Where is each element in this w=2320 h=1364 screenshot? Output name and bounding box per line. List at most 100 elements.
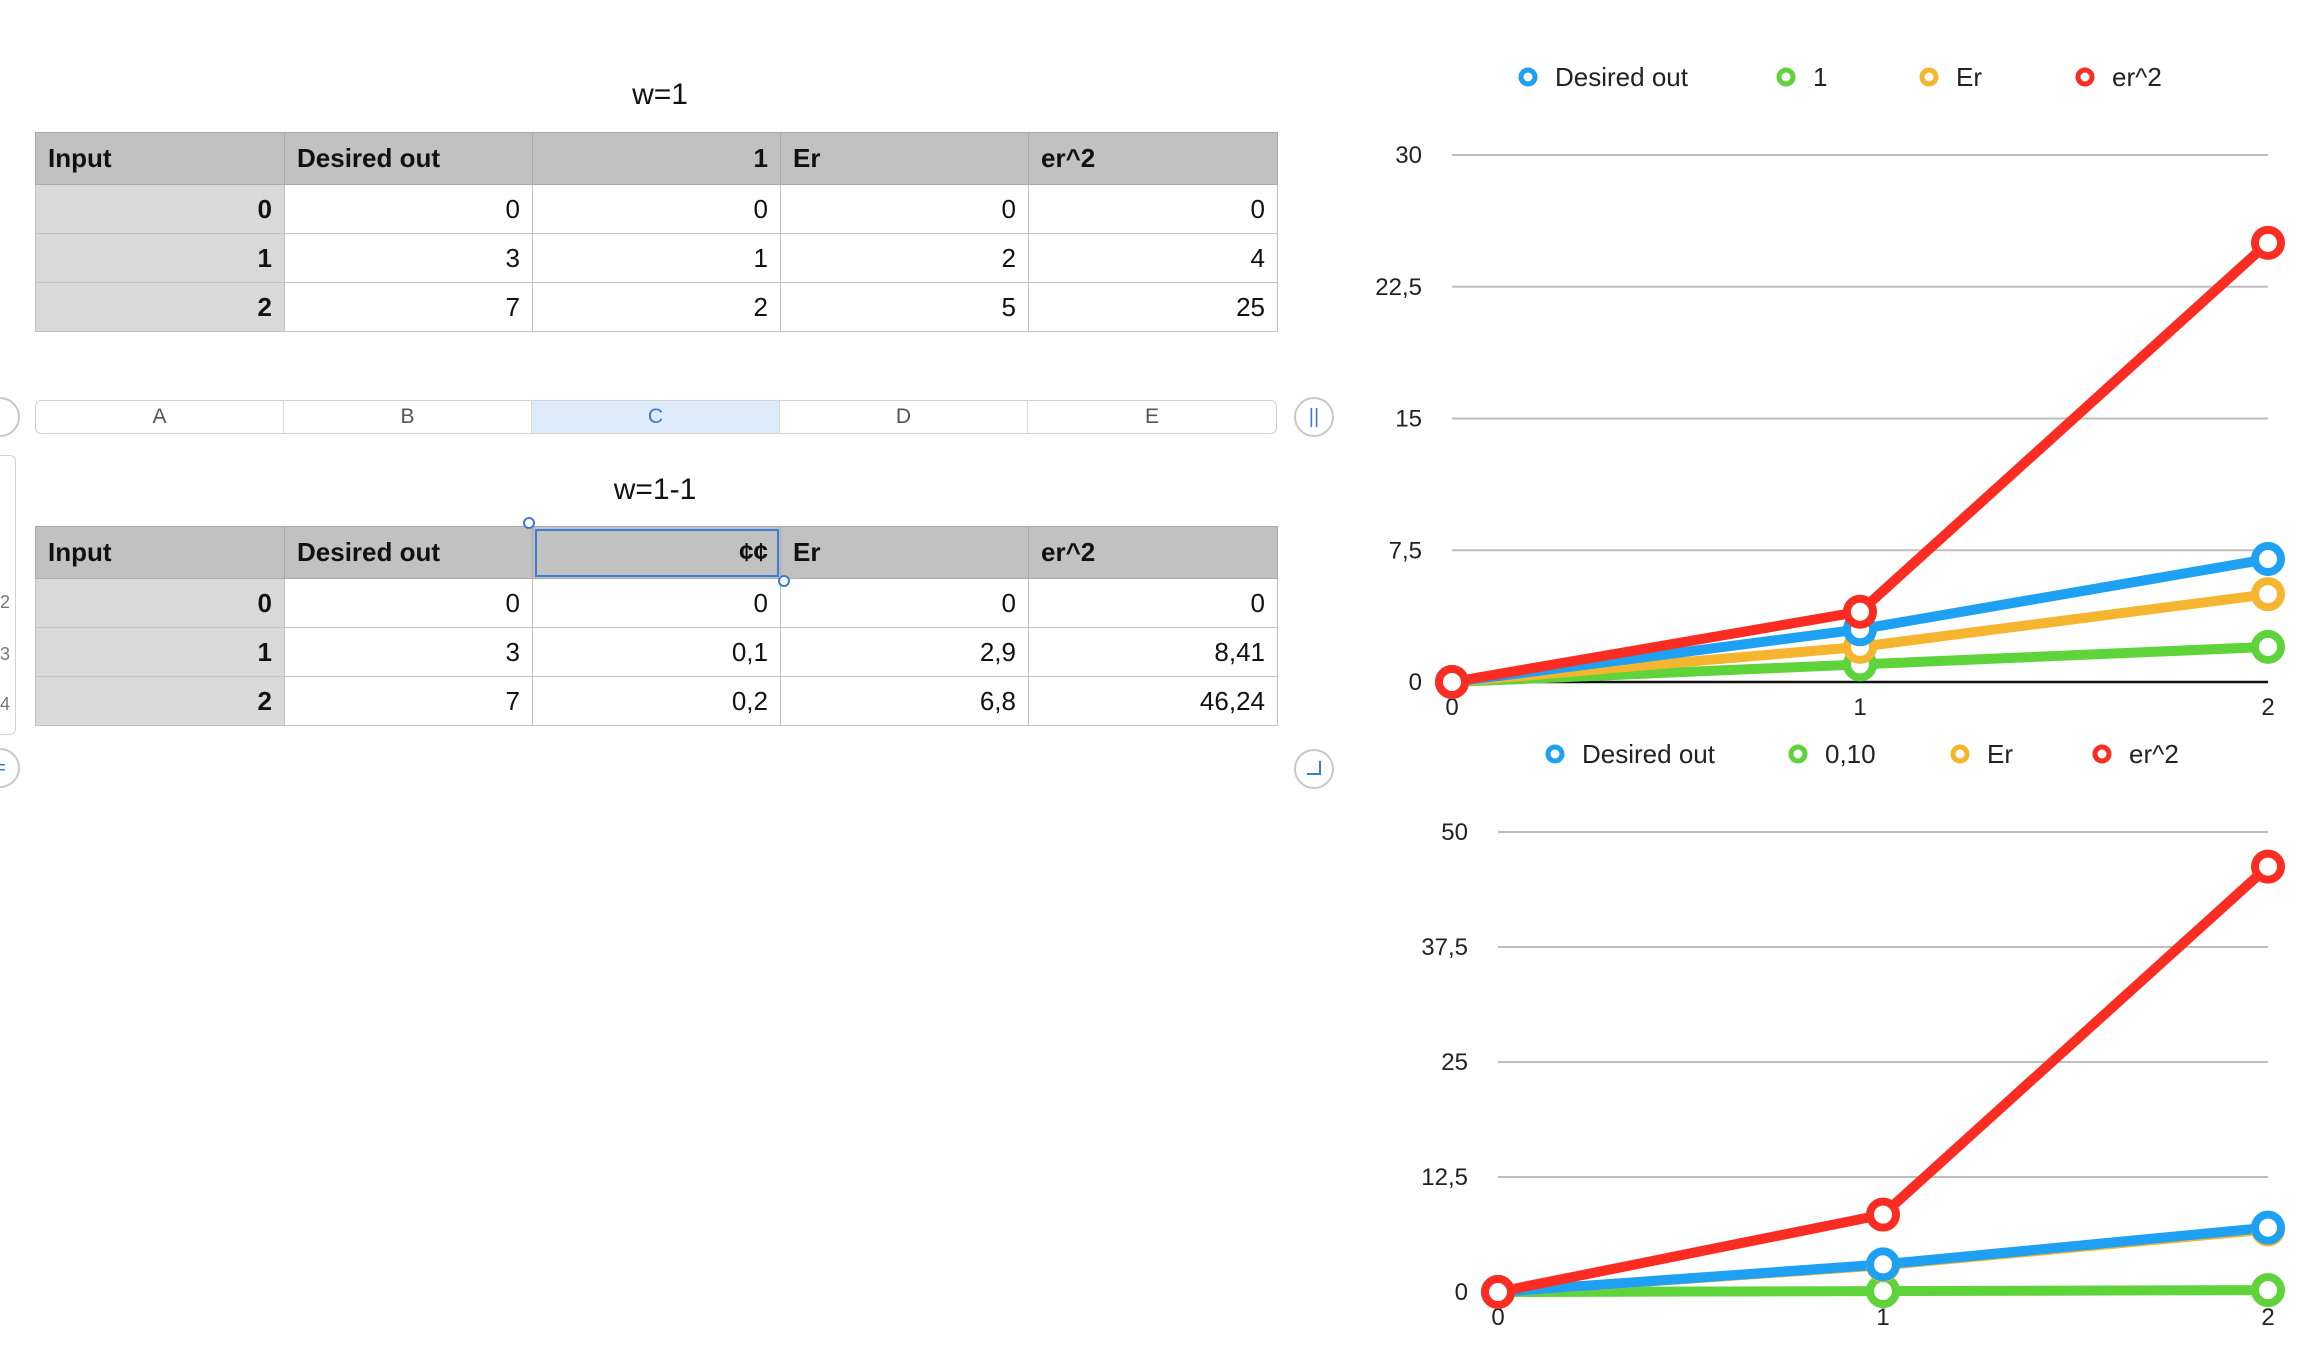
- table-cell[interactable]: 0: [1028, 578, 1278, 628]
- data-point: [1843, 594, 1877, 629]
- table-row: 0 0 0 0 0: [35, 578, 1278, 628]
- header-cell-w-selected[interactable]: ¢¢: [532, 526, 781, 579]
- table-cell[interactable]: 1: [532, 233, 781, 283]
- data-point: [2251, 542, 2285, 577]
- table-cell[interactable]: 0: [780, 578, 1029, 628]
- table2-title[interactable]: w=1-1: [613, 473, 697, 506]
- line-chart-w1-1[interactable]: Desired out 0,10 Er er^2 0 12,5 25 37,5 50 0 1 2: [1360, 724, 2285, 1364]
- header-cell-input[interactable]: Input: [35, 526, 285, 579]
- header-cell-er[interactable]: Er: [780, 132, 1029, 185]
- y-tick-label: 50: [1441, 819, 1468, 846]
- table-cell[interactable]: 5: [780, 282, 1029, 332]
- column-header-e[interactable]: E: [1144, 405, 1159, 428]
- header-cell-desired-out[interactable]: Desired out: [284, 526, 533, 579]
- x-tick-label: 1: [1853, 694, 1866, 721]
- row-number[interactable]: 2: [0, 592, 11, 612]
- table-cell[interactable]: 0,2: [532, 676, 781, 726]
- column-header-d[interactable]: D: [780, 401, 1028, 433]
- table-cell[interactable]: 0: [284, 184, 533, 234]
- table-cell[interactable]: 0,1: [532, 627, 781, 677]
- table-cell[interactable]: 2,9: [780, 627, 1029, 677]
- y-tick-label: 30: [1395, 142, 1422, 169]
- table-cell[interactable]: 8,41: [1028, 627, 1278, 677]
- header-cell-er2[interactable]: er^2: [1028, 132, 1278, 185]
- table-cell[interactable]: 0: [1028, 184, 1278, 234]
- table-cell[interactable]: 0: [532, 578, 781, 628]
- row-header-cell[interactable]: 0: [35, 578, 285, 628]
- table-cell[interactable]: 2: [532, 282, 781, 332]
- table-cell[interactable]: 3: [284, 627, 533, 677]
- chart-legend: Desired out 1 Er er^2: [1518, 62, 2162, 92]
- x-tick-label: 2: [2261, 694, 2274, 721]
- y-tick-label: 37,5: [1421, 934, 1468, 961]
- table-cell[interactable]: 4: [1028, 233, 1278, 283]
- table-cell[interactable]: 3: [284, 233, 533, 283]
- row-number[interactable]: 3: [0, 644, 11, 664]
- header-cell-desired-out[interactable]: Desired out: [284, 132, 533, 185]
- table-cell[interactable]: 25: [1028, 282, 1278, 332]
- legend-marker: [1950, 744, 1970, 764]
- chart-legend: Desired out 0,10 Er er^2: [1545, 739, 2179, 769]
- selection-handle-top-left[interactable]: [523, 517, 535, 529]
- data-point: [1866, 1247, 1900, 1282]
- pause-icon: ||: [1308, 406, 1320, 428]
- table-select-handle[interactable]: [0, 397, 20, 437]
- table-row: 1 3 1 2 4: [35, 233, 1278, 283]
- y-tick-label: 0: [1409, 669, 1422, 696]
- legend-label: 0,10: [1825, 739, 1876, 769]
- table-cell[interactable]: 7: [284, 676, 533, 726]
- data-point: [2251, 1210, 2285, 1245]
- table-row: 1 3 0,1 2,9 8,41: [35, 627, 1278, 677]
- legend-label: er^2: [2112, 62, 2162, 92]
- table-cell[interactable]: 46,24: [1028, 676, 1278, 726]
- table1-title[interactable]: w=1: [632, 78, 688, 111]
- legend-marker: [1788, 744, 1808, 764]
- table-cell[interactable]: 2: [780, 233, 1029, 283]
- legend-label: 1: [1813, 62, 1827, 92]
- table2-header-row: Input Desired out ¢¢ Er er^2: [35, 526, 1278, 579]
- data-point: [2251, 849, 2285, 884]
- row-header-cell[interactable]: 1: [35, 233, 285, 283]
- row-header-cell[interactable]: 0: [35, 184, 285, 234]
- table-row: 0 0 0 0 0: [35, 184, 1278, 234]
- data-point: [2251, 225, 2285, 260]
- y-tick-label: 7,5: [1389, 537, 1422, 564]
- y-tick-label: 22,5: [1375, 274, 1422, 301]
- header-cell-er2[interactable]: er^2: [1028, 526, 1278, 579]
- x-tick-label: 0: [1445, 694, 1458, 721]
- table-row: 2 7 0,2 6,8 46,24: [35, 676, 1278, 726]
- corner-resize-icon: [1307, 761, 1321, 775]
- column-header-a[interactable]: A: [36, 401, 284, 433]
- column-header-b[interactable]: B: [284, 401, 532, 433]
- legend-label: Er: [1956, 62, 1982, 92]
- table-cell[interactable]: 7: [284, 282, 533, 332]
- add-row-button[interactable]: =: [0, 748, 20, 788]
- table-cell[interactable]: 0: [532, 184, 781, 234]
- line-chart-w1[interactable]: Desired out 1 Er er^2 0 7,5 15 22,5 30 0 1 2: [1360, 50, 2285, 750]
- data-point: [2251, 577, 2285, 612]
- column-header-bar: A B C D E: [35, 400, 1277, 434]
- x-tick-label: 0: [1491, 1304, 1504, 1331]
- data-point: [1481, 1275, 1515, 1309]
- table-row: 2 7 2 5 25: [35, 282, 1278, 332]
- column-header-c[interactable]: C: [532, 401, 780, 433]
- header-cell-er[interactable]: Er: [780, 526, 1029, 579]
- row-header-strip[interactable]: [0, 455, 16, 735]
- table-cell[interactable]: 6,8: [780, 676, 1029, 726]
- x-tick-label: 2: [2261, 1304, 2274, 1331]
- add-column-button[interactable]: ||: [1294, 397, 1334, 437]
- legend-marker: [2075, 67, 2095, 87]
- x-tick-label: 1: [1876, 1304, 1889, 1331]
- legend-marker: [2092, 744, 2112, 764]
- header-cell-w[interactable]: 1: [532, 132, 781, 185]
- legend-label: Er: [1987, 739, 2013, 769]
- selection-handle-bottom-right[interactable]: [778, 575, 790, 587]
- row-number[interactable]: 4: [0, 694, 11, 714]
- row-header-cell[interactable]: 2: [35, 676, 285, 726]
- table-cell[interactable]: 0: [780, 184, 1029, 234]
- resize-table-handle[interactable]: [1294, 749, 1334, 789]
- header-cell-input[interactable]: Input: [35, 132, 285, 185]
- row-header-cell[interactable]: 2: [35, 282, 285, 332]
- row-header-cell[interactable]: 1: [35, 627, 285, 677]
- table-cell[interactable]: 0: [284, 578, 533, 628]
